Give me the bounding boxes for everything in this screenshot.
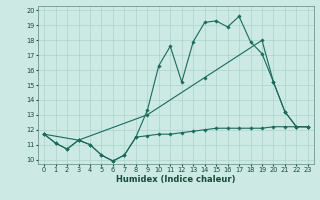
X-axis label: Humidex (Indice chaleur): Humidex (Indice chaleur) — [116, 175, 236, 184]
